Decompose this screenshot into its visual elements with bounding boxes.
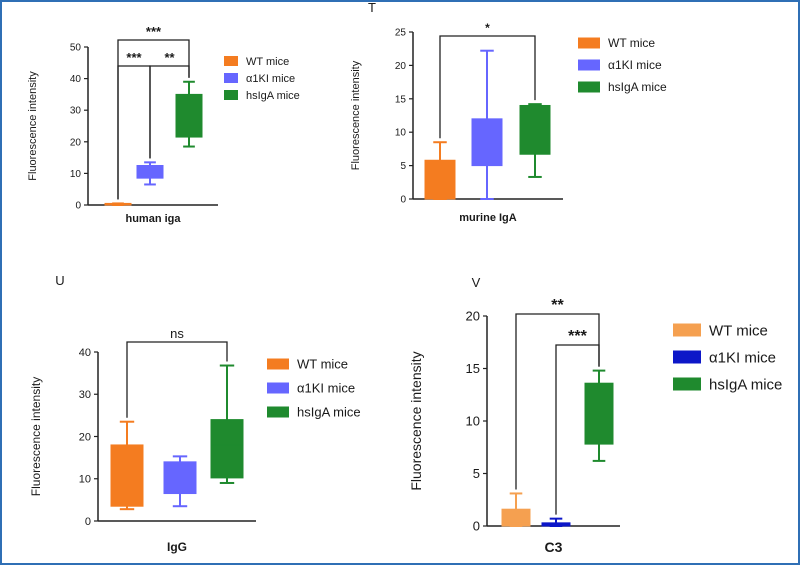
- p4-y-axis-label: Fluorescence intensity: [408, 351, 424, 490]
- p4-y-tick-label: 0: [473, 519, 480, 534]
- p2-legend-swatch-wt-mice: [578, 37, 600, 49]
- p1-box-hsiga-mice: [175, 93, 203, 138]
- p2-box-wt-mice: [424, 159, 456, 200]
- p3-legend-label-hsiga-mice: hsIgA mice: [297, 405, 361, 420]
- p1-y-axis-label: Fluorescence intensity: [27, 71, 39, 181]
- p4-y-tick-label: 20: [466, 309, 480, 324]
- p4-legend-swatch-1ki-mice: [673, 350, 701, 364]
- p2-y-tick-label: 0: [400, 195, 406, 206]
- p1-y-tick-label: 50: [70, 43, 82, 54]
- p2-y-tick-label: 10: [395, 128, 407, 139]
- p3-legend-label-1ki-mice: α1KI mice: [297, 381, 355, 396]
- p2-significance-label: *: [485, 21, 490, 35]
- p3-y-tick-label: 40: [79, 347, 91, 359]
- p4-legend-label-hsiga-mice: hsIgA mice: [709, 376, 782, 393]
- p3-y-axis-label: Fluorescence intensity: [29, 377, 43, 496]
- p4-significance-label: **: [551, 297, 564, 314]
- p3-legend-label-wt-mice: WT mice: [297, 357, 348, 372]
- p3-legend-swatch-hsiga-mice: [267, 406, 289, 418]
- p3-y-tick-label: 10: [79, 474, 91, 486]
- p1-legend-swatch-wt-mice: [224, 56, 238, 66]
- panel-letter-v: V: [472, 275, 481, 290]
- p1-y-tick-label: 20: [70, 137, 82, 148]
- p1-significance-bracket: [117, 65, 151, 200]
- p3-legend-swatch-wt-mice: [267, 358, 289, 370]
- p4-box-wt-mice: [501, 508, 531, 527]
- p2-y-tick-label: 5: [400, 161, 406, 172]
- p4-significance-label: ***: [568, 328, 587, 345]
- p1-legend-swatch-hsiga-mice: [224, 90, 238, 100]
- p2-legend-swatch-hsiga-mice: [578, 81, 600, 93]
- panel-letter-u: U: [55, 273, 64, 288]
- p2-legend-swatch-1ki-mice: [578, 59, 600, 71]
- p4-significance-bracket: [555, 344, 600, 515]
- p4-legend-label-wt-mice: WT mice: [709, 322, 768, 339]
- p2-legend-label-1ki-mice: α1KI mice: [608, 58, 662, 72]
- p1-legend-swatch-1ki-mice: [224, 73, 238, 83]
- p1-legend-label-1ki-mice: α1KI mice: [246, 73, 295, 85]
- p3-significance-label: ns: [170, 326, 184, 341]
- p1-legend-label-hsiga-mice: hsIgA mice: [246, 90, 300, 102]
- p1-significance-label: **: [164, 50, 175, 65]
- p2-significance-bracket: [439, 35, 536, 139]
- p3-significance-bracket: [126, 341, 228, 418]
- p3-y-tick-label: 20: [79, 431, 91, 443]
- p4-y-tick-label: 5: [473, 466, 480, 481]
- panel-letter-t: T: [368, 0, 376, 15]
- p2-legend-label-wt-mice: WT mice: [608, 36, 655, 50]
- p3-box-hsiga-mice: [210, 419, 244, 479]
- p2-box-1ki-mice: [471, 118, 503, 167]
- p3-box-1ki-mice: [163, 461, 197, 495]
- p2-y-tick-label: 15: [395, 94, 407, 105]
- p4-legend-swatch-hsiga-mice: [673, 377, 701, 391]
- p1-box-1ki-mice: [136, 165, 164, 179]
- p1-y-tick-label: 40: [70, 74, 82, 85]
- p2-box-hsiga-mice: [519, 104, 551, 155]
- p2-y-axis-label: Fluorescence intensity: [350, 60, 362, 170]
- p4-y-tick-label: 15: [466, 361, 480, 376]
- p3-y-tick-label: 0: [85, 516, 91, 528]
- p1-significance-label: ***: [146, 24, 162, 39]
- p4-legend-swatch-wt-mice: [673, 323, 701, 337]
- p2-y-tick-label: 25: [395, 28, 407, 39]
- p1-legend-label-wt-mice: WT mice: [246, 56, 289, 68]
- p1-significance-label: ***: [126, 50, 142, 65]
- p3-box-wt-mice: [110, 444, 144, 507]
- p1-y-tick-label: 0: [75, 201, 81, 212]
- p4-x-axis-label: C3: [545, 539, 563, 555]
- p4-legend-label-1ki-mice: α1KI mice: [709, 349, 776, 366]
- p4-significance-bracket: [515, 313, 600, 490]
- p3-y-tick-label: 30: [79, 389, 91, 401]
- p2-y-tick-label: 20: [395, 61, 407, 72]
- p1-significance-bracket: [149, 65, 190, 159]
- p3-legend-swatch-1ki-mice: [267, 382, 289, 394]
- p1-y-tick-label: 10: [70, 169, 82, 180]
- p2-legend-label-hsiga-mice: hsIgA mice: [608, 80, 667, 94]
- p4-y-tick-label: 10: [466, 414, 480, 429]
- p4-box-hsiga-mice: [584, 382, 614, 445]
- p1-y-tick-label: 30: [70, 106, 82, 117]
- p3-x-axis-label: IgG: [167, 540, 187, 554]
- p1-x-axis-label: human iga: [125, 213, 181, 225]
- p2-x-axis-label: murine IgA: [459, 212, 517, 224]
